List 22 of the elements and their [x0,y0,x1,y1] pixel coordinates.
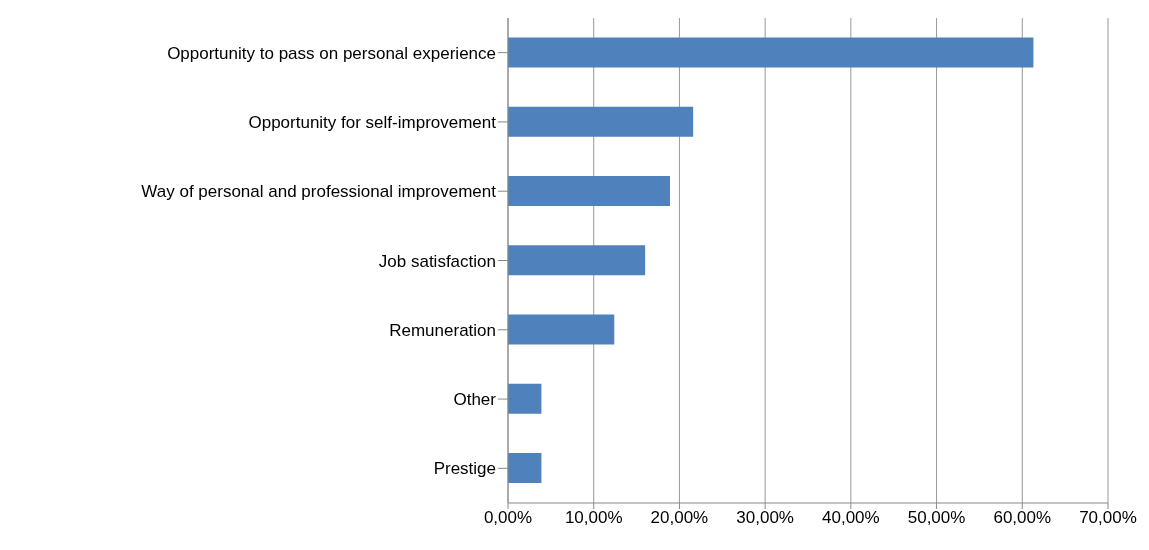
bar [508,314,615,345]
x-tick-label: 60,00% [993,508,1052,528]
y-tick-label: Other [453,390,497,410]
y-tick-label: Opportunity to pass on personal experience [167,43,496,63]
bar [508,245,646,276]
x-tick-label: 70,00% [1079,508,1137,528]
y-tick-label: Opportunity for self-improvement [248,112,497,132]
x-tick-label: 30,00% [736,508,794,528]
bar [508,383,542,414]
x-tick-label: 0,00% [483,508,533,528]
x-tick-label: 50,00% [907,508,966,528]
x-tick-label: 10,00% [564,508,623,528]
bar [508,453,542,484]
y-tick-label: Way of personal and professional improvement [141,182,497,202]
y-tick-label: Job satisfaction [378,251,496,271]
y-tick-label: Prestige [433,459,496,479]
y-tick-label: Remuneration [389,320,496,340]
x-tick-label: 20,00% [650,508,709,528]
x-tick-label: 40,00% [822,508,880,528]
bar [508,106,694,137]
bar [508,37,1034,68]
bar [508,175,670,206]
